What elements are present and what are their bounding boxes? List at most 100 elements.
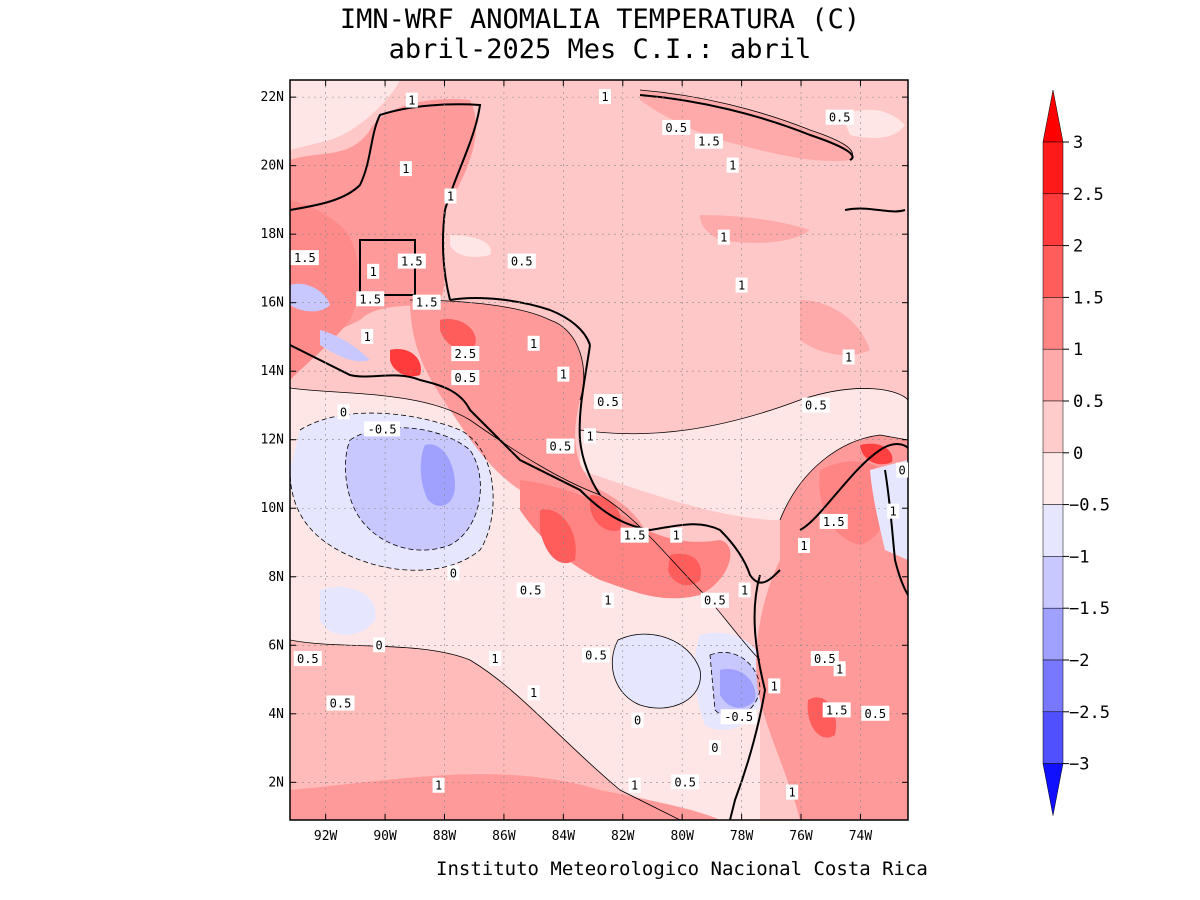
contour-label-text: 1 xyxy=(771,679,778,693)
contour-label-text: 1 xyxy=(364,330,371,344)
contour-label: 0.5 xyxy=(801,397,830,413)
contour-label-text: 1.5 xyxy=(401,255,423,269)
contour-label-bg xyxy=(507,253,536,269)
colorbar-segment xyxy=(1042,452,1064,505)
contour-label-bg xyxy=(451,370,480,386)
contour-label-text: 1 xyxy=(447,189,454,203)
anomaly-field xyxy=(290,80,908,820)
lat-tick-label: 14N xyxy=(261,364,284,379)
contour-label-text: -0.5 xyxy=(724,710,753,724)
contour-label: 0 xyxy=(896,462,909,478)
contour-label: 1.5 xyxy=(822,702,851,718)
map-frame xyxy=(289,79,909,821)
lon-tick-label: 90W xyxy=(373,829,397,844)
contour-label-text: 1 xyxy=(530,686,537,700)
contour-label: 0 xyxy=(447,565,460,581)
contour-label: 0.5 xyxy=(516,582,545,598)
contour-label: 0.5 xyxy=(451,370,480,386)
contour-label: 1 xyxy=(405,92,418,108)
contour-label: 0.5 xyxy=(810,650,839,666)
contour-label: 1 xyxy=(887,503,900,519)
contour-label: 1 xyxy=(584,428,597,444)
contour-label: 1 xyxy=(786,784,799,800)
contour-label-text: 1 xyxy=(741,583,748,597)
colorbar-label: −3 xyxy=(1069,755,1089,775)
contour-label-bg xyxy=(293,650,322,666)
colorbar-segment xyxy=(1042,504,1064,557)
contour-label: 0.5 xyxy=(700,592,729,608)
contour-label-bg xyxy=(527,685,540,701)
contour-label-bg xyxy=(801,397,830,413)
contour-label-text: 1 xyxy=(673,529,680,543)
contour-label-text: 0.5 xyxy=(550,440,572,454)
colorbar-label: 0.5 xyxy=(1073,392,1104,412)
contour-label: 0.5 xyxy=(861,705,890,721)
colorbar-segment xyxy=(1042,711,1064,764)
contour-label-bg xyxy=(405,92,418,108)
contour-label: 1 xyxy=(601,592,614,608)
contour-label-bg xyxy=(708,740,721,756)
contour-label-bg xyxy=(662,119,691,135)
lon-tick-label: 76W xyxy=(789,829,813,844)
contour-label: 1.5 xyxy=(620,527,649,543)
contour-label-bg xyxy=(546,438,575,454)
contour-label-text: 0.5 xyxy=(665,121,687,135)
contour-label-text: 1 xyxy=(435,779,442,793)
colorbar-segment xyxy=(1042,297,1064,350)
lat-tick-label: 20N xyxy=(261,159,284,174)
contour-label: 0.5 xyxy=(593,394,622,410)
contour-label-text: 1 xyxy=(789,786,796,800)
contour-label-text: 0.5 xyxy=(597,395,619,409)
contour-label-text: 1 xyxy=(402,162,409,176)
contour-label-bg xyxy=(527,335,540,351)
contour-label: -0.5 xyxy=(364,421,401,437)
contour-label-bg xyxy=(290,250,319,266)
contour-label-text: 1.5 xyxy=(823,515,845,529)
colorbar-label: −2 xyxy=(1069,651,1089,671)
contour-label-text: 1.5 xyxy=(359,292,381,306)
contour-label: 1 xyxy=(399,161,412,177)
contour-label: 0.5 xyxy=(825,109,854,125)
contour-label-text: 0.5 xyxy=(585,649,607,663)
contour-label: 0.5 xyxy=(293,650,322,666)
contour-label-text: 0.5 xyxy=(454,371,476,385)
contour-label-bg xyxy=(444,188,457,204)
contour-label: 0.5 xyxy=(671,774,700,790)
colorbar-bottom-arrow xyxy=(1042,763,1064,816)
contour-label-text: 1.5 xyxy=(698,135,720,149)
contour-label-text: 1 xyxy=(729,159,736,173)
contour-label: 0.5 xyxy=(582,647,611,663)
contour-label-text: 0.5 xyxy=(330,697,352,711)
contour-label-bg xyxy=(598,89,611,105)
colorbar-label: −1.5 xyxy=(1069,599,1110,619)
contour-label-text: 1 xyxy=(738,279,745,293)
contour-label: 1 xyxy=(726,157,739,173)
contour-label: 1 xyxy=(628,777,641,793)
contour-label-text: 0.5 xyxy=(511,255,533,269)
contour-label-bg xyxy=(671,774,700,790)
contour-label-bg xyxy=(798,537,811,553)
contour-label-text: 0.5 xyxy=(674,775,696,789)
contour-label: 0 xyxy=(631,712,644,728)
contour-label-bg xyxy=(822,702,851,718)
contour-label: 0.5 xyxy=(326,695,355,711)
contour-label-text: 1 xyxy=(586,429,593,443)
contour-label-text: 1 xyxy=(890,505,897,519)
contour-label-text: 1 xyxy=(720,231,727,245)
contour-label-bg xyxy=(717,229,730,245)
contour-label-text: 0.5 xyxy=(704,594,726,608)
contour-label-bg xyxy=(670,527,683,543)
contour-label: 0 xyxy=(708,740,721,756)
lon-tick-label: 86W xyxy=(492,829,516,844)
contour-label-text: 1 xyxy=(491,652,498,666)
contour-label: 1 xyxy=(557,366,570,382)
contour-label-text: 0 xyxy=(634,714,641,728)
contour-label-bg xyxy=(726,157,739,173)
colorbar-segment xyxy=(1042,400,1064,454)
lon-tick-label: 88W xyxy=(433,829,457,844)
contour-label-text: 0.5 xyxy=(864,707,886,721)
contour-label-text: 1.5 xyxy=(624,529,646,543)
contour-label-bg xyxy=(825,109,854,125)
colorbar-label: 0 xyxy=(1073,444,1083,464)
